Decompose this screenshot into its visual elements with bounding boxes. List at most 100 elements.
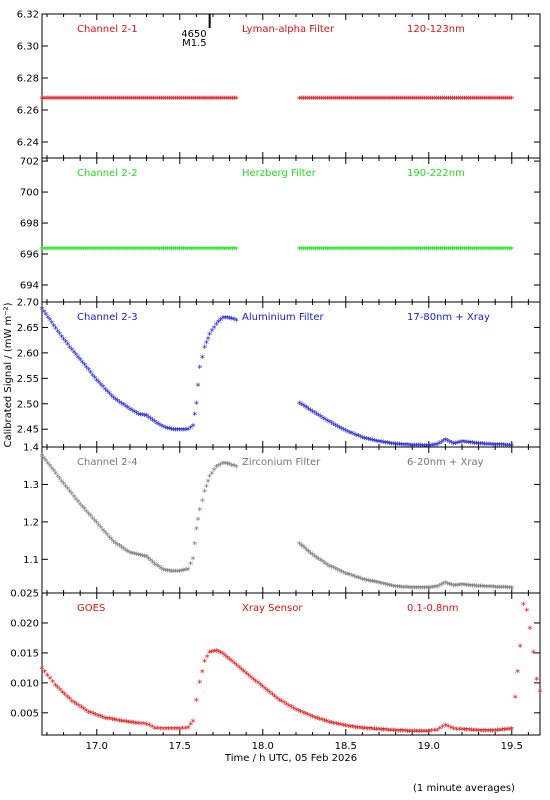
data-point: * [45, 245, 50, 256]
data-point: * [97, 94, 102, 105]
data-point: * [387, 440, 392, 451]
data-point: * [466, 439, 471, 450]
data-point: * [237, 663, 242, 674]
data-point: * [125, 94, 130, 105]
data-point: * [301, 709, 306, 720]
data-point: * [339, 721, 344, 732]
data-point: * [478, 583, 483, 594]
data-point: * [293, 706, 298, 717]
data-point: * [79, 245, 84, 256]
data-point: * [179, 426, 184, 437]
data-point: * [133, 94, 138, 105]
data-point: * [480, 245, 485, 256]
data-point: * [432, 94, 437, 105]
data-point: * [359, 94, 364, 105]
data-point: * [63, 483, 68, 494]
data-point: * [155, 725, 160, 736]
data-point: * [331, 564, 336, 575]
data-point: * [417, 728, 422, 739]
data-point: * [412, 728, 417, 739]
data-point: * [175, 245, 180, 256]
data-point: * [301, 245, 306, 256]
channel-label: Channel 2-2 [77, 168, 138, 179]
data-point: * [331, 420, 336, 431]
data-point: * [111, 245, 116, 256]
data-point: * [350, 723, 355, 734]
channel-label: Channel 2-3 [77, 312, 138, 323]
data-point: * [75, 94, 80, 105]
data-point: * [94, 376, 99, 387]
y-tick-label: 0.015 [10, 648, 39, 659]
data-point: * [101, 383, 106, 394]
data-point: * [329, 719, 334, 730]
data-point: * [422, 94, 427, 105]
data-point: * [362, 576, 367, 587]
data-point: * [327, 418, 332, 429]
data-point: * [193, 245, 198, 256]
data-point: * [96, 379, 101, 390]
data-point: * [503, 94, 508, 105]
data-point: * [185, 94, 190, 105]
data-point: * [372, 437, 377, 448]
data-point: * [223, 314, 228, 325]
data-point: * [216, 318, 221, 329]
data-point: * [85, 94, 90, 105]
data-point: * [43, 311, 48, 322]
data-point: * [493, 727, 498, 738]
data-point: * [234, 463, 239, 474]
data-point: * [74, 495, 79, 506]
data-point: * [320, 716, 325, 727]
data-point: * [74, 701, 79, 712]
data-point: * [391, 727, 396, 738]
data-point: * [497, 94, 502, 105]
data-point: * [67, 488, 72, 499]
data-point: * [333, 94, 338, 105]
data-point: * [270, 691, 275, 702]
data-point: * [227, 460, 232, 471]
data-point: * [436, 245, 441, 256]
data-point: * [343, 427, 348, 438]
data-point: * [47, 245, 52, 256]
data-point: * [301, 402, 306, 413]
data-point: * [440, 723, 445, 734]
data-point: * [370, 578, 375, 589]
data-point: * [304, 546, 309, 557]
data-point: * [459, 726, 464, 737]
data-point: * [117, 94, 122, 105]
data-point: * [111, 394, 116, 405]
data-point: * [199, 94, 204, 105]
data-point: * [358, 433, 363, 444]
data-point: * [443, 436, 448, 447]
data-point: * [478, 245, 483, 256]
data-point: * [40, 94, 45, 105]
data-point: * [43, 94, 48, 105]
data-point: * [380, 245, 385, 256]
data-point: * [474, 582, 479, 593]
data-point: * [121, 401, 126, 412]
data-point: * [222, 245, 227, 256]
data-point: * [399, 583, 404, 594]
data-point: * [339, 568, 344, 579]
data-point: * [493, 583, 498, 594]
data-point: * [307, 245, 312, 256]
data-point: * [364, 576, 369, 587]
data-point: * [159, 422, 164, 433]
data-point: * [199, 245, 204, 256]
x-tick-label: 19.0 [418, 741, 440, 752]
data-point: * [207, 472, 212, 483]
data-point: * [119, 717, 124, 728]
data-point: * [476, 245, 481, 256]
data-point: * [279, 698, 284, 709]
data-point: * [335, 423, 340, 434]
data-point: * [404, 245, 409, 256]
data-point: * [297, 94, 302, 105]
data-point: * [482, 583, 487, 594]
data-point: * [478, 727, 483, 738]
data-point: * [150, 723, 155, 734]
data-point: * [339, 94, 344, 105]
data-point: * [464, 726, 469, 737]
data-point: * [212, 466, 217, 477]
data-point: * [331, 720, 336, 731]
data-point: * [117, 245, 122, 256]
data-point: * [352, 431, 357, 442]
